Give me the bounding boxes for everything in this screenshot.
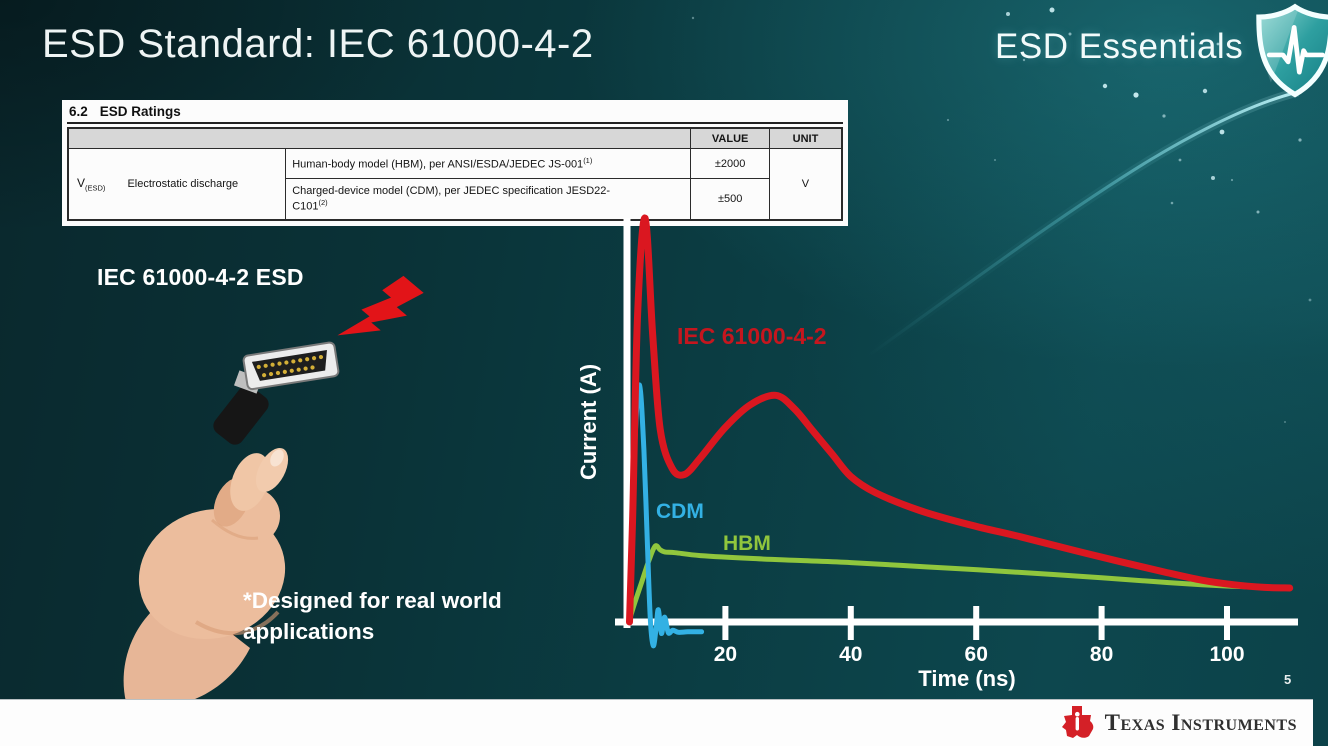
- page-number: 5: [1284, 672, 1292, 687]
- esd-ratings-panel: 6.2 ESD Ratings VALUE UNIT V(ESD) Electro…: [62, 100, 848, 226]
- parameter-name: Electrostatic discharge: [127, 177, 239, 190]
- series-label-cdm: CDM: [656, 500, 704, 523]
- curve-iec: [626, 214, 1294, 626]
- waveform-curves: HBM CDM IEC 61000-4-2: [626, 214, 1294, 649]
- esd-waveform-chart: 20 40 60 80 100 HBM CDM IEC 61000-4-2 Time (ns…: [576, 214, 1298, 691]
- star-dots: [691, 7, 1312, 423]
- tick-label: 40: [839, 643, 862, 666]
- section-title: ESD Ratings: [99, 104, 181, 119]
- footer-bar: Texas Instruments: [0, 699, 1313, 746]
- ti-texas-logo-icon: [1061, 706, 1093, 738]
- company-name: Texas Instruments: [1104, 709, 1297, 735]
- tick-label: 100: [1209, 643, 1244, 666]
- x-axis: [615, 618, 1298, 626]
- unit-header-cell: UNIT: [768, 127, 843, 149]
- tick-label: 80: [1090, 643, 1113, 666]
- curve-hbm: [626, 543, 1293, 625]
- series-label-hbm: HBM: [723, 532, 771, 555]
- series-label-iec: IEC 61000-4-2: [677, 323, 827, 349]
- cdm-value-cell: ±500: [690, 178, 770, 221]
- y-axis-title: Current (A): [576, 364, 601, 480]
- connector-grip: [213, 385, 269, 445]
- table-row: V(ESD) Electrostatic discharge Human-body…: [67, 148, 843, 221]
- lightning-bolt-icon: [337, 275, 424, 336]
- footnote-text: *Designed for real world applications: [243, 588, 502, 644]
- cdm-description-cell: Charged-device model (CDM), per JEDEC sp…: [285, 178, 692, 221]
- page-title: ESD Standard: IEC 61000-4-2: [42, 22, 594, 66]
- y-axis: [623, 218, 631, 628]
- table-row: Charged-device model (CDM), per JEDEC sp…: [68, 178, 842, 221]
- ratings-heading: 6.2 ESD Ratings: [67, 103, 843, 124]
- x-axis-ticks: 20 40 60 80 100: [714, 606, 1245, 666]
- tick-label: 20: [714, 643, 737, 666]
- unit-cell: V: [768, 148, 843, 221]
- company-logo: Texas Instruments: [1060, 705, 1297, 740]
- hdmi-connector: [242, 341, 340, 391]
- program-name: ESD Essentials: [995, 27, 1244, 66]
- hand: [123, 447, 289, 707]
- hbm-value-cell: ±2000: [690, 148, 770, 179]
- tick-label: 60: [965, 643, 988, 666]
- parameter-cell: V(ESD) Electrostatic discharge: [67, 148, 287, 221]
- comet-trail: [867, 90, 1299, 358]
- section-number: 6.2: [69, 104, 88, 119]
- shield-pulse-icon: [1256, 3, 1328, 98]
- parameter-symbol: V(ESD): [77, 175, 106, 193]
- illustration-caption: IEC 61000-4-2 ESD: [97, 264, 304, 290]
- hbm-description-cell: Human-body model (HBM), per ANSI/ESDA/JE…: [285, 148, 692, 179]
- x-axis-title: Time (ns): [918, 666, 1015, 691]
- ratings-table: VALUE UNIT V(ESD) Electrostatic discharge…: [67, 127, 843, 221]
